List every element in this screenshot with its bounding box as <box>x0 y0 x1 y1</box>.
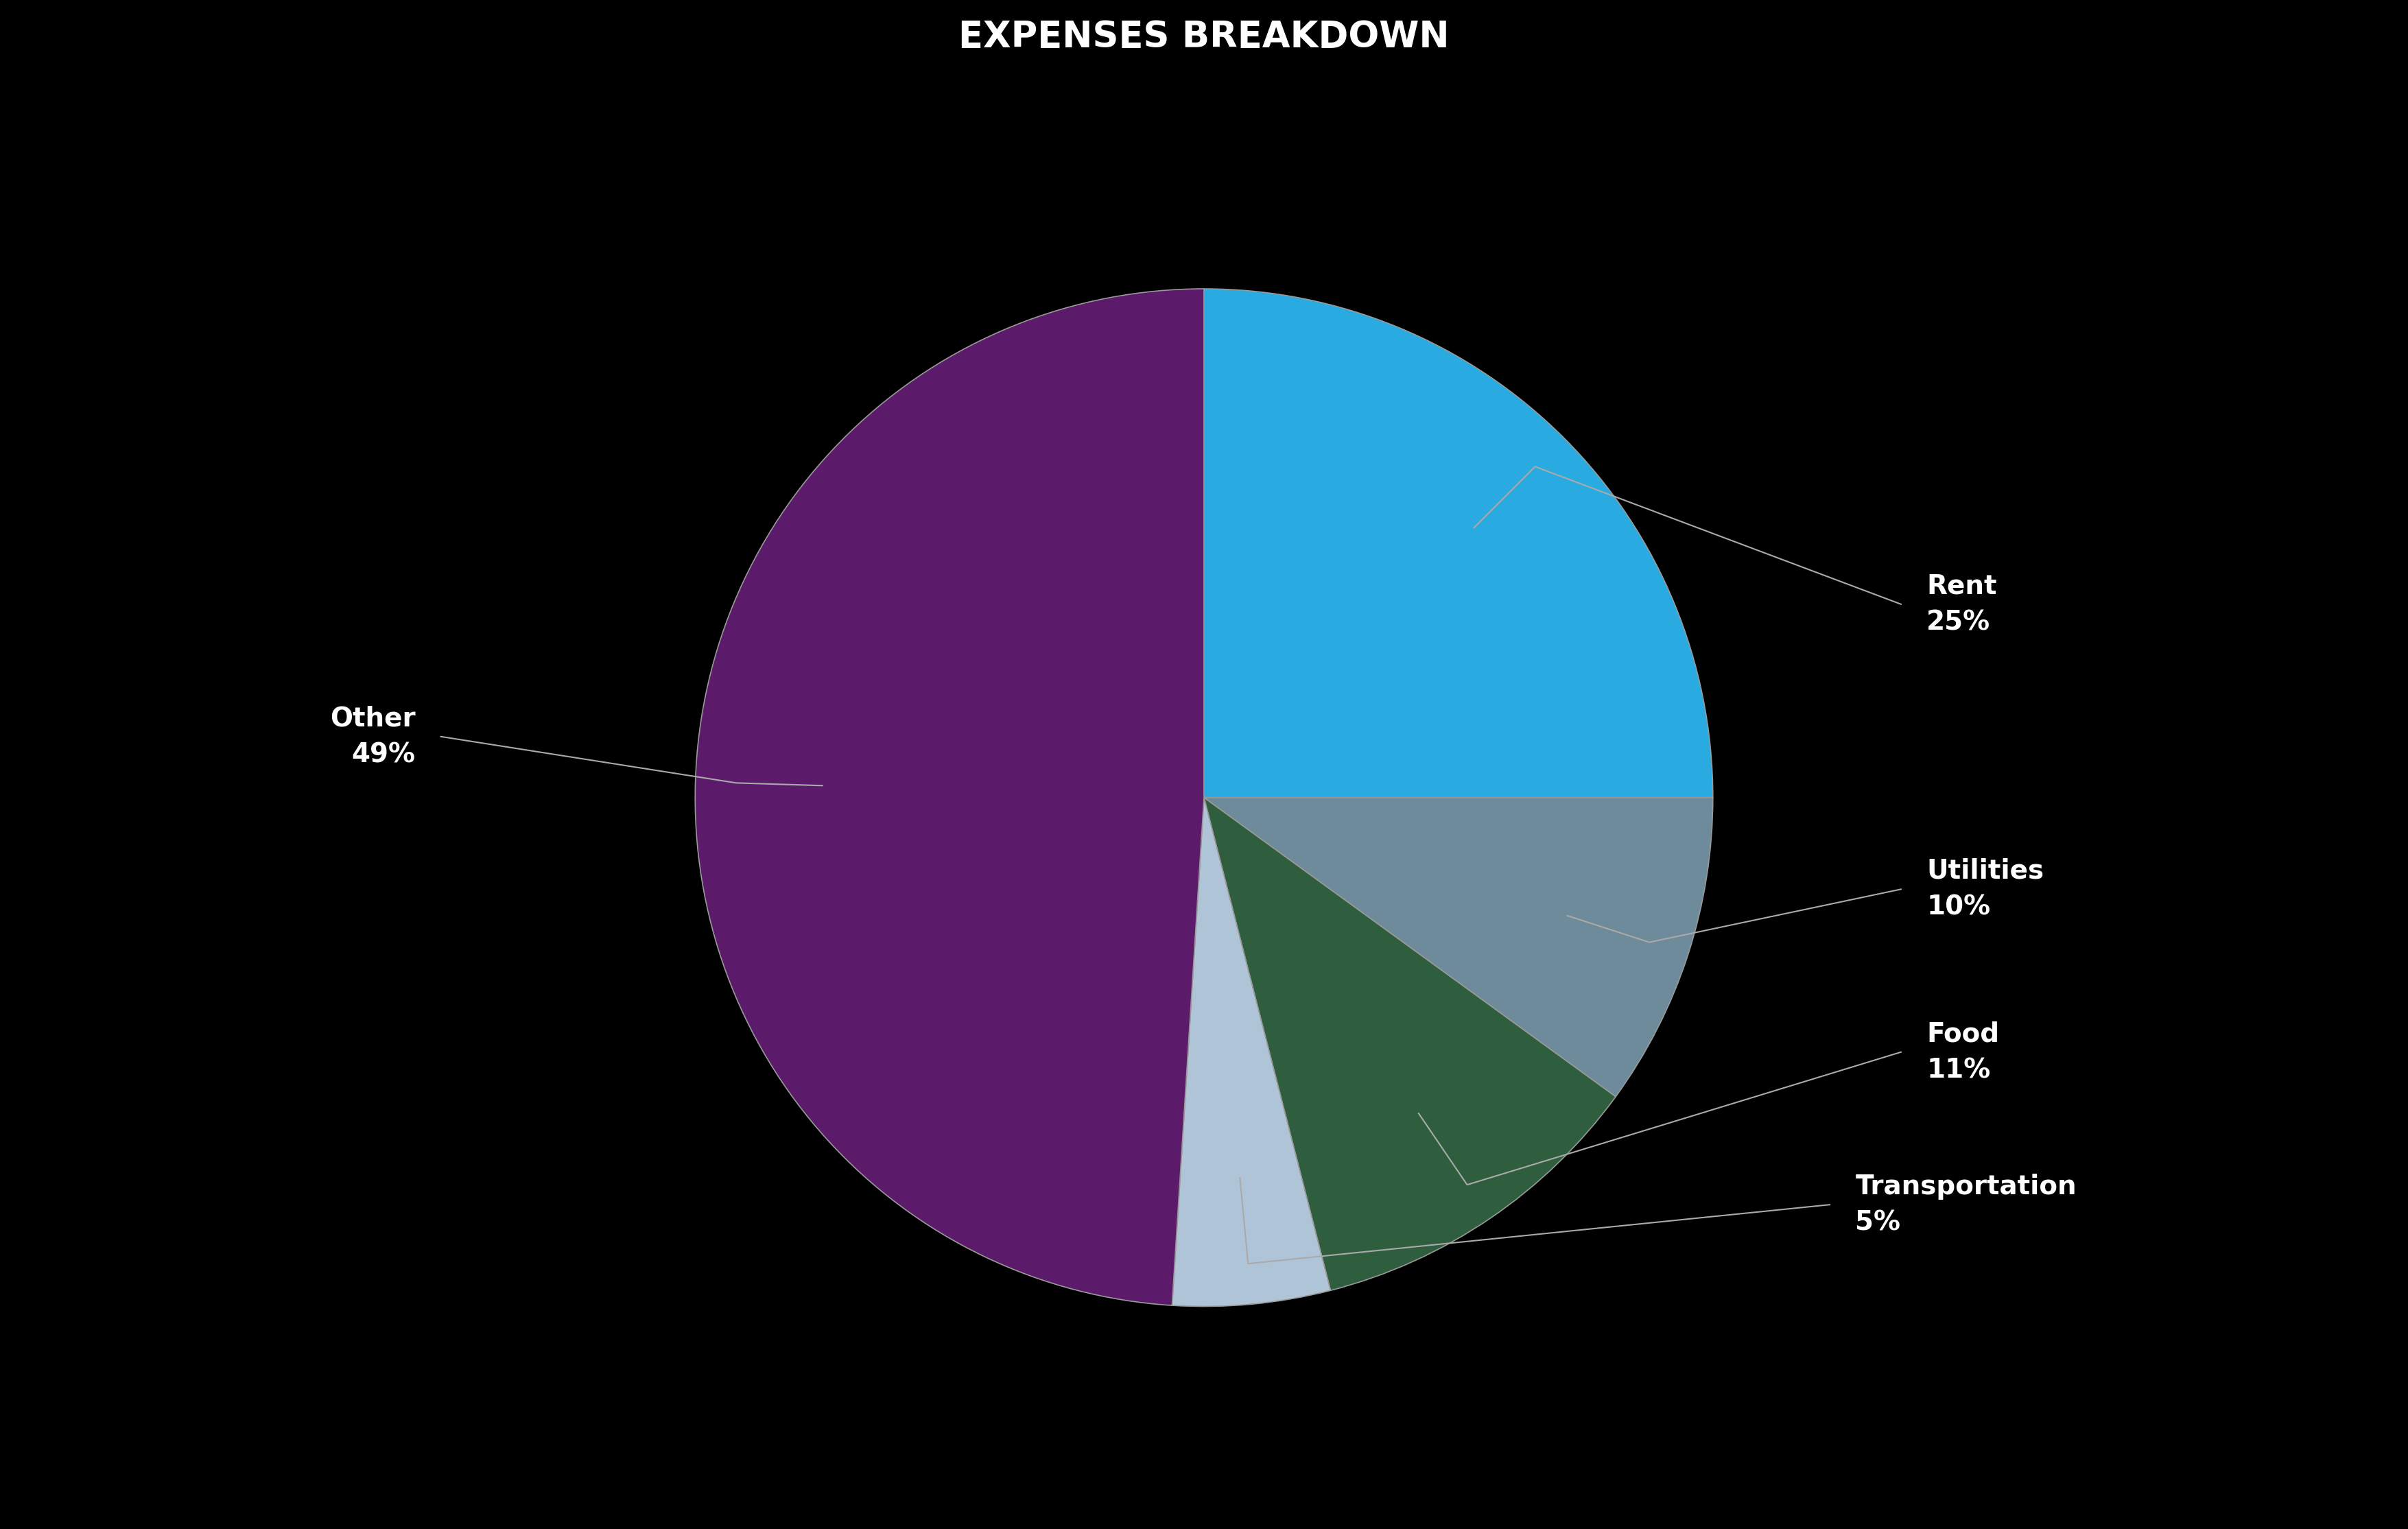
Text: Food
11%: Food 11% <box>1926 1021 1999 1083</box>
Text: Transportation
5%: Transportation 5% <box>1854 1173 2076 1235</box>
Wedge shape <box>1204 289 1712 798</box>
Text: Utilities
10%: Utilities 10% <box>1926 858 2044 920</box>
Wedge shape <box>1204 798 1712 1096</box>
Text: Other
49%: Other 49% <box>330 705 414 768</box>
Title: EXPENSES BREAKDOWN: EXPENSES BREAKDOWN <box>958 18 1450 55</box>
Wedge shape <box>696 289 1204 1306</box>
Wedge shape <box>1204 798 1616 1290</box>
Text: Rent
25%: Rent 25% <box>1926 573 1996 636</box>
Wedge shape <box>1173 798 1332 1306</box>
